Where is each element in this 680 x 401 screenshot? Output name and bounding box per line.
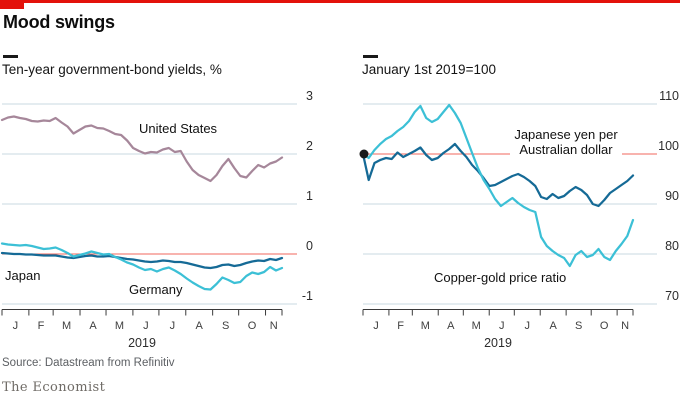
month-label: J <box>143 320 149 332</box>
start-value-dot <box>359 149 369 159</box>
month-label: A <box>549 320 557 332</box>
month-label: J <box>499 320 505 332</box>
year-label: 2019 <box>128 336 156 350</box>
y-tick-label: 110 <box>659 89 679 103</box>
series-line-germany <box>0 242 284 291</box>
y-tick-label: 80 <box>665 239 679 253</box>
month-label: A <box>89 320 97 332</box>
month-label: O <box>600 320 609 332</box>
month-label: F <box>38 320 45 332</box>
left-panel-subtitle: Ten-year government-bond yields, % <box>2 62 222 77</box>
y-tick-label: -1 <box>302 289 313 303</box>
series-label-copper-gold: Copper-gold price ratio <box>434 270 567 285</box>
left-subtitle-dash <box>3 55 18 58</box>
month-label: M <box>472 320 481 332</box>
month-label: F <box>397 320 404 332</box>
month-label: S <box>222 320 229 332</box>
economist-wordmark: The Economist <box>2 380 106 395</box>
month-label: N <box>270 320 278 332</box>
right-subtitle-dash <box>363 55 378 58</box>
month-label: M <box>62 320 71 332</box>
month-label: J <box>373 320 379 332</box>
source-note: Source: Datastream from Refinitiv <box>2 357 175 369</box>
series-label-japan: Japan <box>5 268 41 283</box>
series-line-copper-gold-price-ratio <box>361 103 635 268</box>
series-line-japan <box>0 251 284 270</box>
month-label: A <box>447 320 455 332</box>
top-red-block <box>0 0 24 9</box>
top-red-rule <box>0 0 680 3</box>
y-tick-label: 90 <box>665 189 679 203</box>
y-tick-label: 3 <box>306 89 313 103</box>
y-tick-label: 100 <box>658 139 679 153</box>
month-label: S <box>575 320 582 332</box>
series-label-germany: Germany <box>129 282 183 297</box>
month-label: M <box>421 320 430 332</box>
month-label: M <box>115 320 124 332</box>
right-panel-subtitle: January 1st 2019=100 <box>362 62 496 77</box>
month-label: A <box>196 320 204 332</box>
y-tick-label: 70 <box>665 289 679 303</box>
y-tick-label: 0 <box>306 239 313 253</box>
month-label: O <box>248 320 257 332</box>
month-label: J <box>170 320 176 332</box>
month-label: J <box>525 320 531 332</box>
y-tick-label: 2 <box>306 139 313 153</box>
year-label: 2019 <box>484 336 512 350</box>
page-title: Mood swings <box>3 12 115 32</box>
series-label-united-states: United States <box>139 121 218 136</box>
month-label: N <box>621 320 629 332</box>
y-tick-label: 1 <box>306 189 313 203</box>
month-label: J <box>13 320 19 332</box>
series-label-yen-per-aud: Japanese yen per Australian dollar <box>510 127 622 157</box>
series-line-japanese-yen-per-australian-dollar <box>361 142 635 208</box>
series-line-united-states <box>0 115 284 183</box>
